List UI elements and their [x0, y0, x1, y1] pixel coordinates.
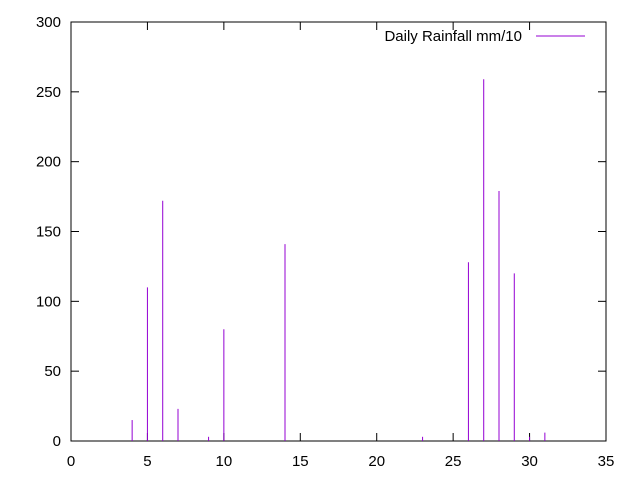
- y-tick-label: 250: [36, 84, 61, 101]
- x-tick-label: 5: [143, 453, 151, 470]
- x-tick-label: 15: [292, 453, 309, 470]
- x-tick-label: 20: [368, 453, 385, 470]
- x-tick-label: 25: [445, 453, 462, 470]
- x-tick-label: 0: [67, 453, 75, 470]
- y-tick-label: 150: [36, 224, 61, 241]
- series-impulses: [131, 79, 546, 441]
- y-tick-label: 100: [36, 293, 61, 310]
- legend-label: Daily Rainfall mm/10: [384, 28, 522, 45]
- y-tick-label: 50: [44, 363, 61, 380]
- y-tick-label: 300: [36, 14, 61, 31]
- plot-frame: [70, 21, 607, 442]
- legend: Daily Rainfall mm/10: [384, 28, 585, 45]
- y-axis: 0 50 100 150 200 250 300: [36, 14, 606, 450]
- y-tick-label: 0: [53, 433, 61, 450]
- y-tick-label: 200: [36, 154, 61, 171]
- x-tick-label: 35: [598, 453, 615, 470]
- x-tick-label: 30: [521, 453, 538, 470]
- x-axis: 0 5 10 15 20 25 30 35: [67, 22, 615, 470]
- x-tick-label: 10: [216, 453, 233, 470]
